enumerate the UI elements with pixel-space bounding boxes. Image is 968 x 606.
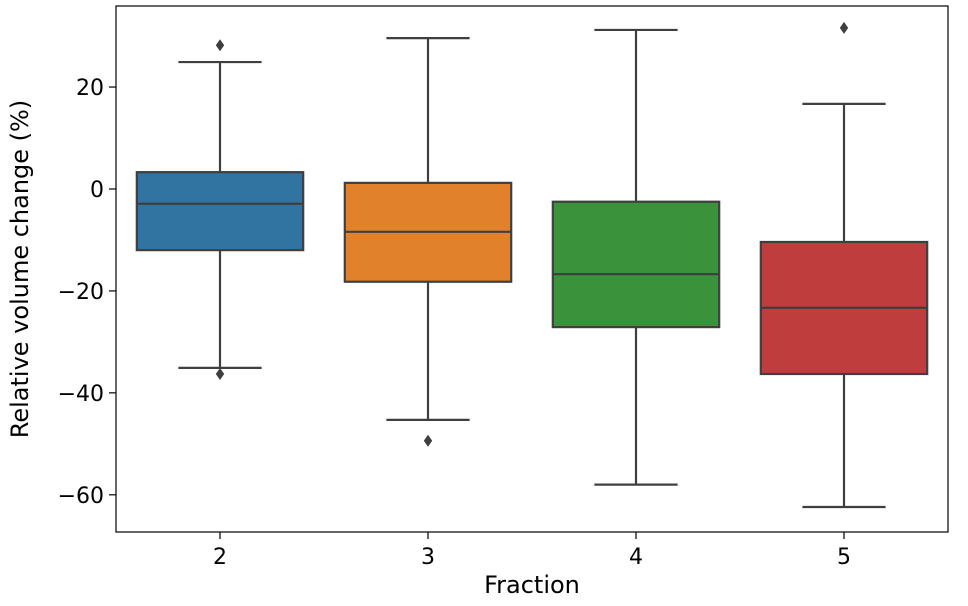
plot-frame — [115, 5, 949, 533]
y-tick-label: −60 — [58, 484, 104, 509]
y-tick-label: 20 — [76, 76, 104, 101]
box-iqr — [135, 171, 305, 252]
outlier-point — [215, 39, 225, 52]
y-axis-label: Relative volume change (%) — [6, 100, 34, 438]
outlier-point — [423, 434, 433, 447]
x-tick-label: 3 — [421, 545, 435, 570]
y-tick-label: −40 — [58, 382, 104, 407]
box-2 — [135, 39, 305, 380]
outlier-point — [215, 367, 225, 380]
box-5 — [759, 21, 929, 509]
outlier-point — [839, 21, 849, 34]
y-tick-label: −20 — [58, 280, 104, 305]
box-3 — [343, 37, 513, 447]
x-tick-label: 2 — [213, 545, 227, 570]
y-tick-label: 0 — [90, 178, 104, 203]
x-axis-label: Fraction — [484, 571, 580, 599]
boxes-layer — [135, 21, 929, 509]
box-iqr — [551, 200, 721, 329]
y-axis: 20 0 −20 −40 −60 — [58, 76, 116, 509]
x-tick-label: 5 — [837, 545, 851, 570]
box-4 — [551, 28, 721, 486]
x-tick-label: 4 — [629, 545, 643, 570]
x-axis: 2 3 4 5 — [213, 532, 851, 570]
